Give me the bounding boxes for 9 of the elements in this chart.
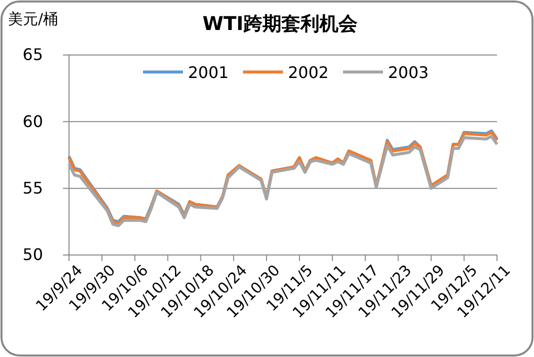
y-tick-label: 55 xyxy=(22,178,43,198)
y-tick-label: 60 xyxy=(22,112,43,131)
y-tick-label: 50 xyxy=(22,245,43,264)
y-axis-title: 美元/桶 xyxy=(8,10,58,28)
legend-label: 2001 xyxy=(188,63,229,82)
chart-title: WTI跨期套利机会 xyxy=(202,13,358,35)
legend-label: 2002 xyxy=(288,63,329,82)
y-tick-label: 65 xyxy=(22,45,43,64)
legend-label: 2003 xyxy=(388,63,429,82)
